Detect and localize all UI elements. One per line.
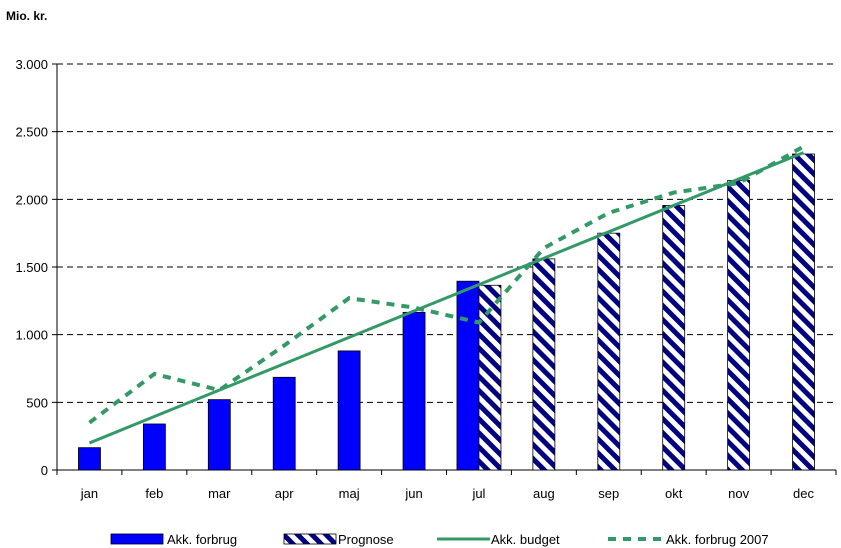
x-tick-label: apr [275,486,294,501]
legend-swatch-prognose [283,533,337,545]
bar-prognose [597,232,621,471]
bar-prognose [662,205,686,471]
bar-prognose [532,258,556,471]
y-tick-label: 3.000 [15,57,48,72]
bar-prognose [727,179,751,471]
bar-akk-forbrug [142,423,166,471]
y-tick-label: 2.000 [15,192,48,207]
bar-akk-forbrug [456,280,480,471]
y-tick-label: 1.500 [15,260,48,275]
legend-label-akk-forbrug: Akk. forbrug [167,532,237,547]
x-tick-label: okt [665,486,683,501]
x-tick-label: jan [80,486,98,501]
legend-label-prognose: Prognose [338,532,394,547]
bar-akk-forbrug [337,350,361,471]
y-tick-label: 0 [41,463,48,478]
legend: Akk. forbrug Prognose Akk. budget Akk. forb… [110,532,769,547]
lines [88,144,805,445]
x-tick-label: sep [598,486,619,501]
bar-prognose [792,153,815,471]
bar-akk-forbrug [272,376,296,471]
legend-swatch-akk-forbrug [110,533,164,545]
x-tick-label: jul [471,486,485,501]
y-tick-label: 2.500 [15,125,48,140]
x-tick-label: mar [208,486,231,501]
line-akk-forbrug-2007 [88,144,805,425]
x-tick-label: dec [793,486,814,501]
bar-akk-forbrug [78,447,101,471]
x-tick-label: maj [339,486,360,501]
x-tick-label: nov [728,486,749,501]
y-tick-label: 1.000 [15,328,48,343]
x-tick-label: feb [145,486,163,501]
bar-akk-forbrug [207,399,231,471]
x-tick-label: jun [404,486,422,501]
y-tick-label: 500 [26,395,48,410]
bar-prognose [478,284,502,471]
line-akk-budget [88,151,805,445]
x-tick-label: aug [533,486,555,501]
axes: 0 500 1.000 1.500 2.000 2.500 3.000 jan feb mar ap… [15,57,837,501]
bars [78,153,815,471]
bar-akk-forbrug [402,311,426,471]
y-axis-unit-label: Mio. kr. [6,9,48,23]
gridlines [57,63,836,403]
legend-label-akk-budget: Akk. budget [491,532,560,547]
legend-label-akk-forbrug-2007: Akk. forbrug 2007 [666,532,769,547]
